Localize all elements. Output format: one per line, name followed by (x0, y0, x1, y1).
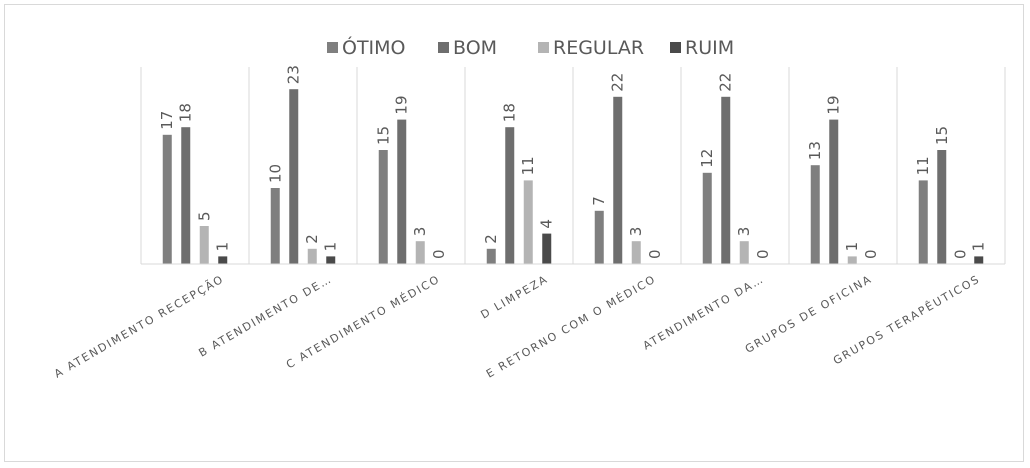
bar-ruim-4 (542, 233, 552, 264)
bar-chart: ÓTIMO BOM REGULAR RUIM 17 185110232115193021… (52, 35, 1006, 381)
data-label-otimo-7: 13 (806, 141, 824, 160)
data-label-otimo-4: 2 (482, 234, 500, 244)
legend-label-regular: REGULAR (553, 37, 644, 59)
bar-otimo-1 (162, 134, 172, 264)
data-label-otimo-6: 12 (698, 149, 716, 168)
data-label-ruim-7: 0 (862, 249, 880, 259)
data-label-ruim-4: 4 (538, 219, 556, 229)
category-gridlines (140, 67, 1006, 264)
bar-bom-4 (505, 127, 515, 264)
bar-otimo-4 (486, 248, 496, 264)
bar-regular-3 (415, 241, 425, 264)
bars (162, 89, 984, 264)
data-label-ruim-8: 1 (970, 242, 988, 252)
category-label-5: E RETORNO COM O MÉDICO (484, 272, 659, 380)
data-label-regular-1: 5 (195, 211, 213, 221)
bar-bom-8 (937, 150, 947, 264)
data-labels: 17 18511023211519302181147223012223013191… (158, 65, 988, 259)
legend-swatch-otimo (327, 42, 338, 53)
data-label-otimo-3: 15 (374, 126, 392, 145)
bar-bom-7 (829, 119, 839, 264)
chart-frame: ÓTIMO BOM REGULAR RUIM 17 18 5 1 10 23 2 1 15 19 3 0 2 1… (4, 4, 1024, 462)
bar-otimo-6 (702, 172, 712, 264)
bar-otimo-2 (270, 188, 280, 264)
bar-otimo-3 (378, 150, 388, 264)
legend-swatch-bom (438, 42, 449, 53)
data-label-ruim-1: 1 (214, 242, 232, 252)
data-label-bom-8: 15 (933, 126, 951, 145)
data-label-otimo-5: 7 (590, 196, 608, 206)
data-label-bom-4: 18 (501, 103, 519, 122)
bar-regular-4 (523, 180, 533, 264)
bar-regular-1 (199, 226, 209, 264)
category-label-1: A ATENDIMENTO RECEPÇÃO (52, 272, 226, 380)
data-label-regular-6: 3 (735, 227, 753, 237)
legend: ÓTIMO BOM REGULAR RUIM (327, 35, 734, 59)
bar-otimo-8 (918, 180, 928, 264)
bar-bom-1 (181, 127, 191, 264)
data-label-regular-7: 1 (843, 242, 861, 252)
bar-otimo-7 (810, 165, 820, 264)
bar-bom-3 (397, 119, 407, 264)
data-label-bom-7: 19 (825, 96, 843, 115)
data-label-ruim-6: 0 (754, 249, 772, 259)
bar-bom-2 (289, 89, 299, 264)
bar-regular-5 (631, 241, 641, 264)
data-label-otimo-2: 10 (266, 164, 284, 183)
data-label-regular-3: 3 (411, 227, 429, 237)
bar-otimo-5 (594, 210, 604, 264)
data-label-ruim-3: 0 (430, 249, 448, 259)
data-label-regular-5: 3 (627, 227, 645, 237)
legend-label-ruim: RUIM (685, 37, 734, 59)
bar-regular-6 (739, 241, 749, 264)
legend-swatch-regular (538, 42, 549, 53)
data-label-otimo-1: 17 (158, 111, 176, 130)
bar-ruim-1 (218, 256, 228, 264)
data-label-regular-8: 0 (951, 249, 969, 259)
data-label-bom-5: 22 (609, 73, 627, 92)
data-label-ruim-5: 0 (646, 249, 664, 259)
bar-ruim-2 (326, 256, 336, 264)
legend-label-otimo: ÓTIMO (342, 35, 406, 59)
data-label-regular-2: 2 (303, 234, 321, 244)
category-label-6: ATENDIMENTO DA… (641, 272, 767, 352)
legend-swatch-ruim (670, 42, 681, 53)
bar-regular-7 (847, 256, 857, 264)
data-label-bom-1: 18 (177, 103, 195, 122)
legend-label-bom: BOM (453, 37, 497, 59)
data-label-ruim-2: 1 (322, 242, 340, 252)
data-label-regular-4: 11 (519, 156, 537, 175)
bar-ruim-8 (974, 256, 984, 264)
data-label-bom-3: 19 (393, 96, 411, 115)
bar-bom-5 (613, 96, 623, 264)
bar-bom-6 (721, 96, 731, 264)
bar-regular-2 (307, 248, 317, 264)
data-label-bom-2: 23 (285, 65, 303, 84)
category-label-4: D LIMPEZA (478, 272, 550, 321)
data-label-otimo-8: 11 (914, 156, 932, 175)
data-label-bom-6: 22 (717, 73, 735, 92)
